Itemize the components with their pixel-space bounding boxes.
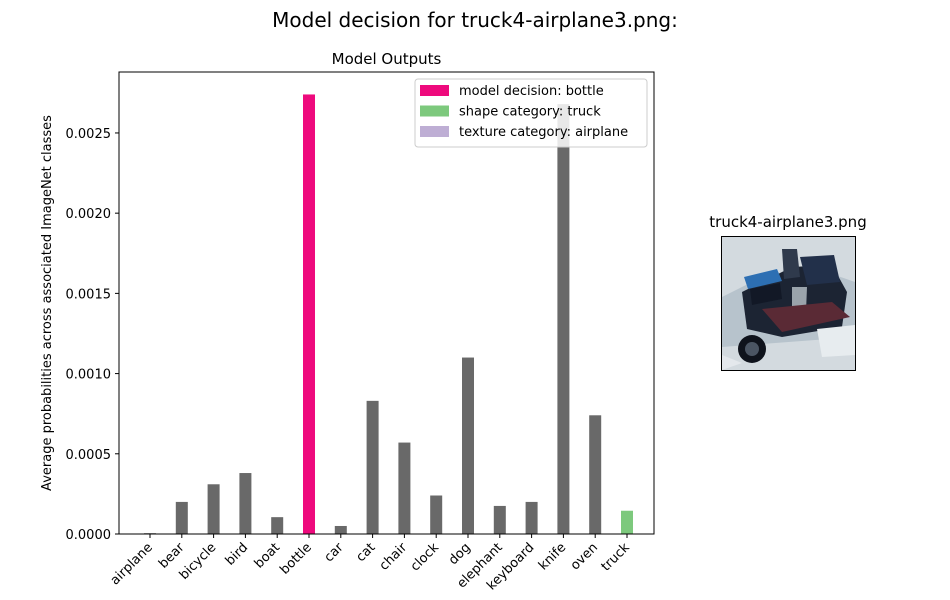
bar-bear	[175, 501, 188, 534]
thumbnail-title: truck4-airplane3.png	[709, 213, 867, 231]
bar-cat	[366, 400, 379, 534]
y-tick-label: 0.0015	[66, 287, 112, 302]
y-axis-label: Average probabilities across associated …	[40, 115, 55, 491]
stimulus-image	[721, 236, 856, 371]
bar-bottle	[303, 94, 315, 534]
bar-oven	[589, 415, 602, 534]
y-tick-label: 0.0010	[66, 368, 112, 383]
x-tick-label-clock: clock	[408, 540, 443, 575]
bar-elephant	[493, 505, 506, 534]
bar-truck	[621, 510, 633, 534]
x-tick-label-cat: cat	[354, 540, 379, 565]
legend-label-decision: model decision: bottle	[459, 84, 604, 99]
x-tick-label-car: car	[322, 540, 348, 566]
plot-frame	[118, 71, 655, 535]
y-tick-label: 0.0020	[66, 207, 112, 222]
legend-label-texture: texture category: airplane	[459, 125, 628, 140]
legend-label-shape: shape category: truck	[459, 105, 601, 120]
bar-keyboard	[525, 501, 538, 534]
bar-knife	[557, 104, 570, 534]
x-tick-label-bird: bird	[223, 540, 251, 568]
legend-swatch-shape	[420, 105, 449, 117]
legend-swatch-decision	[420, 85, 449, 96]
y-tick-label: 0.0005	[66, 448, 112, 463]
x-tick-label-bottle: bottle	[277, 540, 314, 577]
x-tick-label-knife: knife	[536, 540, 569, 573]
bar-bird	[239, 473, 252, 534]
x-tick-label-dog: dog	[446, 540, 474, 568]
legend	[414, 78, 648, 148]
bar-clock	[430, 495, 443, 534]
x-tick-label-chair: chair	[377, 540, 411, 574]
x-tick-label-truck: truck	[599, 540, 634, 575]
bar-bicycle	[207, 484, 220, 534]
bar-chair	[398, 442, 411, 534]
legend-swatch-texture	[420, 126, 449, 137]
figure-title: Model decision for truck4-airplane3.png:	[272, 8, 678, 32]
bar-dog	[462, 357, 474, 534]
x-tick-label-oven: oven	[568, 540, 601, 573]
y-tick-label: 0.0025	[66, 127, 112, 142]
y-tick-label: 0.0000	[66, 528, 112, 543]
bar-boat	[271, 517, 284, 534]
bar-car	[334, 525, 347, 534]
chart-title: Model Outputs	[332, 50, 442, 68]
x-tick-label-airplane: airplane	[108, 540, 156, 588]
